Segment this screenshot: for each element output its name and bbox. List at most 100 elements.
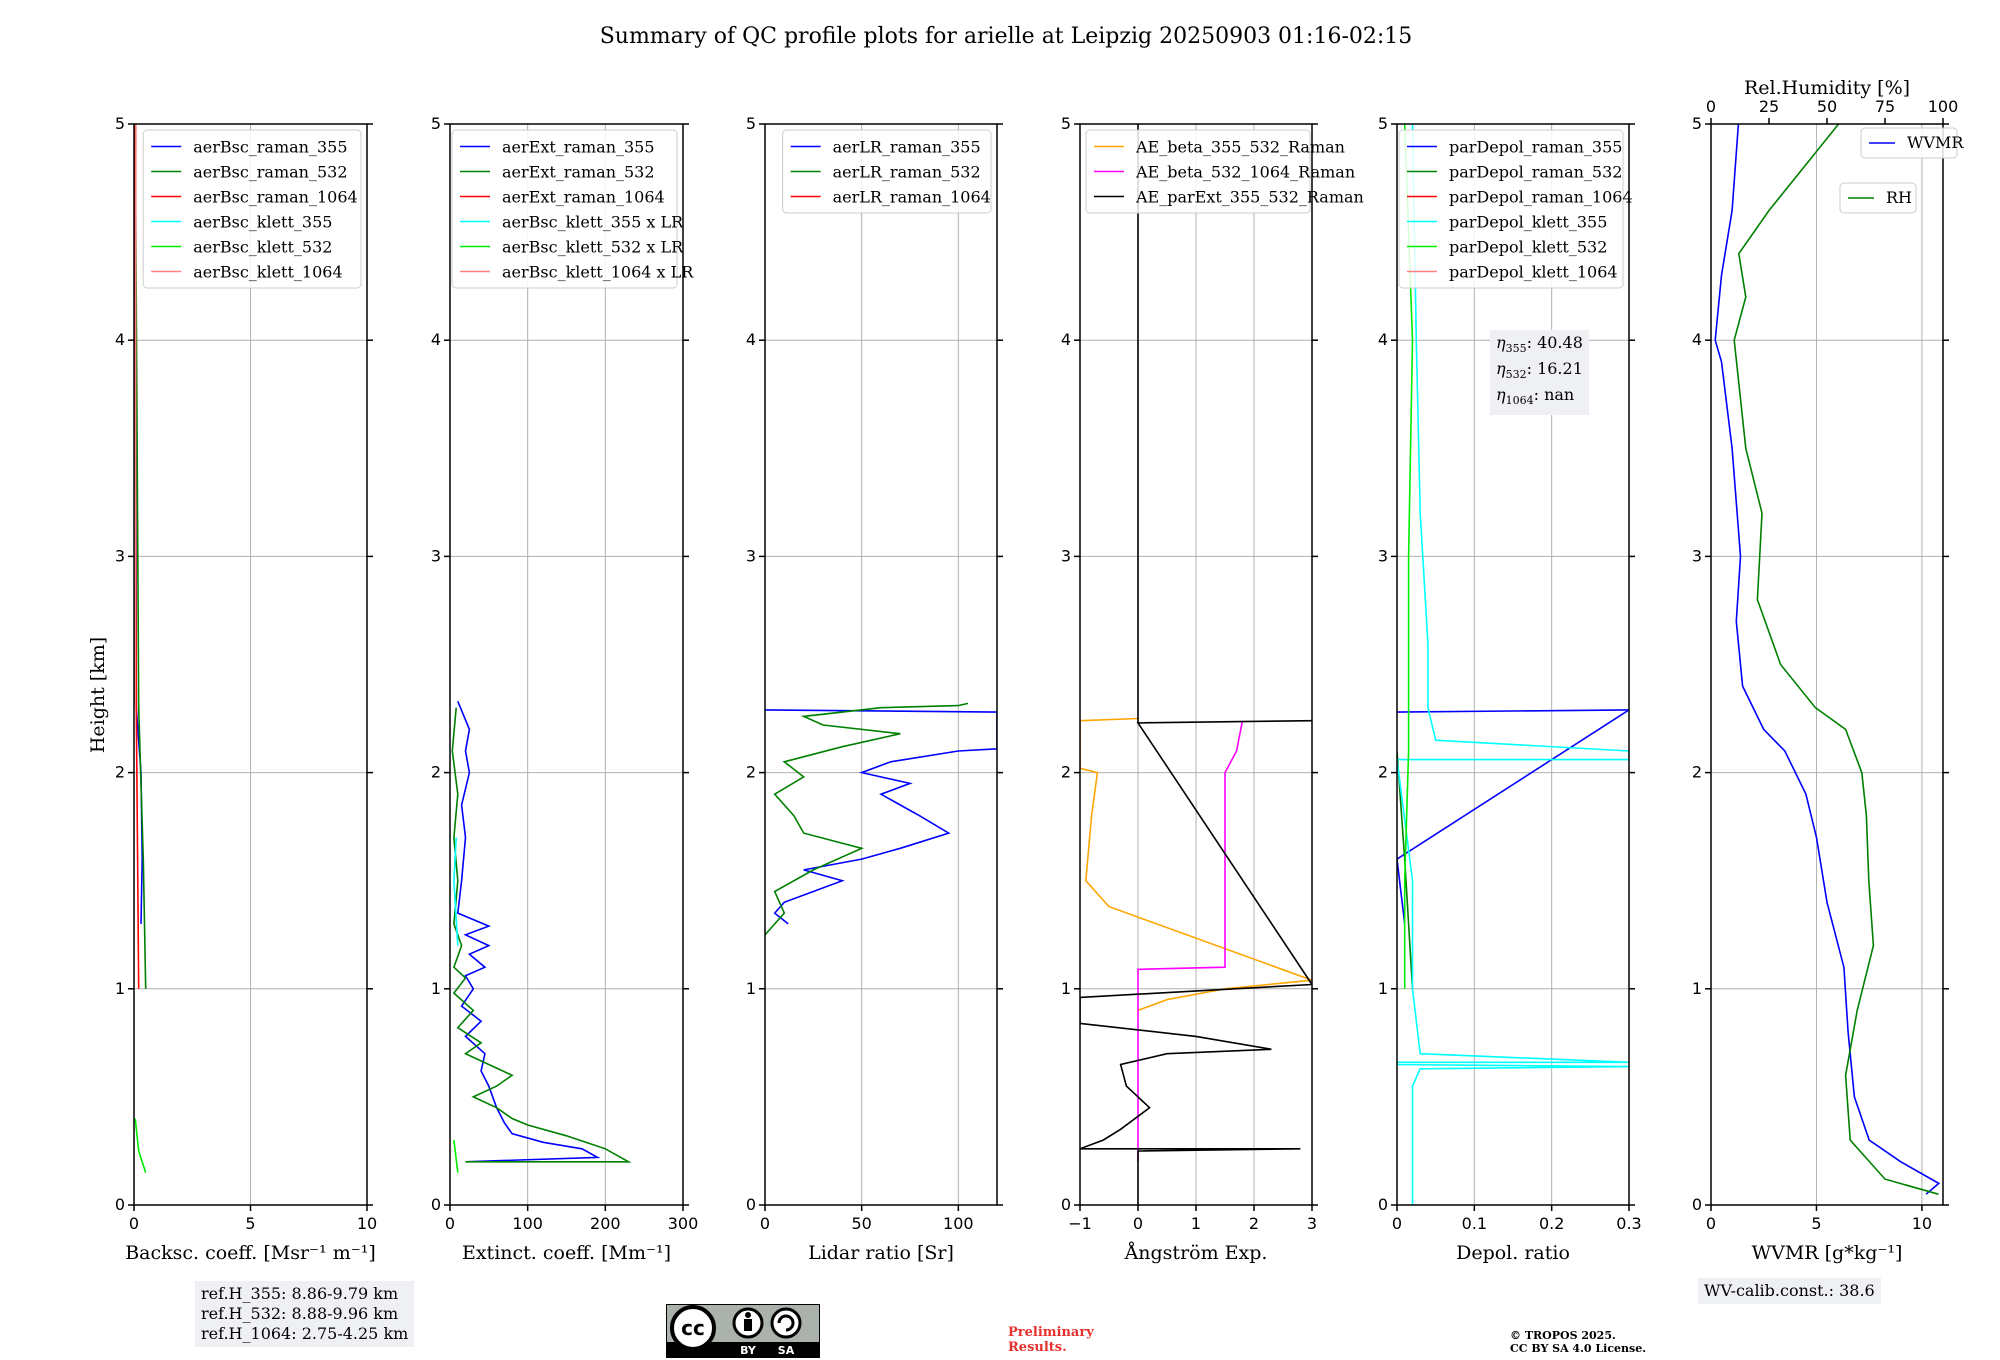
x-axis-label: Lidar ratio [Sr]	[808, 1242, 954, 1264]
y-tick-label: 1	[115, 979, 125, 998]
plot-frame	[1396, 123, 1630, 1206]
plot-frame	[449, 123, 684, 1206]
y-axis-label: Height [km]	[87, 637, 109, 753]
legend-label: parDepol_klett_355	[1449, 213, 1607, 232]
x-tick-label: 0	[129, 1214, 139, 1233]
x-tick-label: 1	[1191, 1214, 1201, 1233]
legend-label: aerExt_raman_532	[502, 163, 655, 182]
series-line-aerBsc-klett-532	[134, 1118, 147, 1173]
y-tick-label: 5	[1061, 114, 1071, 133]
x-tick-label: 100	[512, 1214, 543, 1233]
copyright-note: © TROPOS 2025. CC BY SA 4.0 License.	[1510, 1329, 1647, 1355]
series-line-AE-beta-532-1064-Raman	[1137, 720, 1244, 1162]
y-tick-label: 0	[746, 1195, 756, 1214]
x-tick-label: 100	[943, 1214, 974, 1233]
reference-height-box: ref.H_355: 8.86-9.79 km ref.H_532: 8.88-…	[195, 1281, 415, 1347]
y-tick-label: 5	[115, 114, 125, 133]
legend-label: aerBsc_raman_1064	[193, 188, 358, 207]
x-axis-label: Ångström Exp.	[1124, 1242, 1268, 1264]
series-line-aerLR-raman-355	[765, 709, 997, 925]
y-tick-label: 4	[1692, 330, 1702, 349]
series-line-aerBsc-klett-532-x-LR	[453, 1140, 459, 1173]
x-axis-label: Depol. ratio	[1456, 1242, 1570, 1264]
y-tick-label: 0	[1692, 1195, 1702, 1214]
series-line-parDepol-raman-355	[1397, 709, 1629, 924]
sa-icon	[770, 1307, 802, 1339]
y-tick-label: 2	[1692, 763, 1702, 782]
y-tick-label: 0	[115, 1195, 125, 1214]
x-tick-label: 200	[590, 1214, 621, 1233]
series-line-RH	[1733, 124, 1939, 1195]
legend-label: aerLR_raman_1064	[833, 188, 991, 207]
legend-label: WVMR	[1907, 133, 1964, 152]
legend-label: aerBsc_klett_532	[193, 238, 332, 257]
eta-355: η355: 40.48	[1496, 333, 1583, 356]
x-axis-label: WVMR [g*kg⁻¹]	[1752, 1242, 1903, 1264]
x-tick-label: 10	[357, 1214, 377, 1233]
y-tick-label: 4	[1378, 330, 1388, 349]
series-line-WVMR	[1714, 124, 1941, 1195]
series-line-aerBsc-raman-532	[134, 124, 147, 989]
y-tick-label: 3	[1378, 546, 1388, 565]
x-tick-label: 0.2	[1539, 1214, 1564, 1233]
cc-icon	[670, 1305, 716, 1351]
y-tick-label: 4	[431, 330, 441, 349]
x-tick-label: 0	[445, 1214, 455, 1233]
series-line-aerBsc-klett-1064	[134, 124, 137, 708]
y-tick-label: 3	[746, 546, 756, 565]
series-line-AE-parExt-355-532-Raman	[1080, 124, 1312, 1205]
eta-1064: η1064: nan	[1496, 385, 1575, 408]
y-tick-label: 5	[1378, 114, 1388, 133]
ref-height-532: ref.H_532: 8.88-9.96 km	[201, 1304, 399, 1323]
legend-label: aerBsc_raman_355	[193, 138, 347, 157]
series-line-aerExt-raman-355	[456, 700, 601, 1163]
svg-text:cc: cc	[681, 1316, 705, 1340]
x-tick-label: 5	[245, 1214, 255, 1233]
legend-label: AE_beta_532_1064_Raman	[1135, 163, 1355, 182]
x2-tick-label: 50	[1817, 97, 1837, 116]
preliminary-note: Preliminary Results.	[1008, 1325, 1094, 1355]
x-tick-label: 0	[1392, 1214, 1402, 1233]
panel-depol: 0 0.1 0.2 0.3 0 1 2 3 4 5 Depol. ratio parDepol_ram…	[1378, 114, 1642, 1264]
y-tick-label: 0	[431, 1195, 441, 1214]
x-tick-label: 2	[1249, 1214, 1259, 1233]
x-tick-label: 50	[851, 1214, 871, 1233]
y-tick-label: 0	[1061, 1195, 1071, 1214]
y-tick-label: 3	[115, 546, 125, 565]
legend-label: aerLR_raman_532	[833, 163, 981, 182]
legend-lr: aerLR_raman_355 aerLR_raman_532 aerLR_rama…	[782, 129, 992, 214]
legend-label: aerExt_raman_355	[502, 138, 655, 157]
x-axis-label: Backsc. coeff. [Msr⁻¹ m⁻¹]	[125, 1242, 376, 1264]
y-tick-label: 1	[431, 979, 441, 998]
x2-tick-label: 0	[1706, 97, 1716, 116]
legend-WVMR: WVMR	[1860, 127, 1964, 159]
legend-label: aerLR_raman_355	[833, 138, 981, 157]
y-tick-label: 4	[1061, 330, 1071, 349]
plot-frame	[764, 123, 998, 1206]
legend-bsc: aerBsc_raman_355 aerBsc_raman_532 aerBsc_r…	[142, 129, 362, 289]
series-line-parDepol-klett-532	[1403, 124, 1414, 989]
x-tick-label: 0.1	[1462, 1214, 1487, 1233]
series-line-aerExt-raman-532	[451, 707, 632, 1163]
x-tick-label: 0	[1706, 1214, 1716, 1233]
legend-label: AE_beta_355_532_Raman	[1135, 138, 1345, 157]
legend-ae: AE_beta_355_532_Raman AE_beta_532_1064_Ra…	[1085, 129, 1364, 214]
x-tick-label: 300	[668, 1214, 699, 1233]
series-line-aerLR-raman-532	[765, 702, 969, 936]
y-tick-label: 3	[1692, 546, 1702, 565]
legend-label: aerBsc_klett_1064	[193, 263, 342, 282]
x-tick-label: 10	[1912, 1214, 1932, 1233]
legend-label: parDepol_raman_1064	[1449, 188, 1633, 207]
legend-label: RH	[1886, 188, 1912, 207]
y-tick-label: 5	[431, 114, 441, 133]
y-tick-label: 1	[1692, 979, 1702, 998]
y-tick-label: 2	[1378, 763, 1388, 782]
legend-label: parDepol_klett_1064	[1449, 263, 1618, 282]
x-axis-label: Extinct. coeff. [Mm⁻¹]	[462, 1242, 671, 1264]
svg-text:BY: BY	[740, 1344, 757, 1357]
x-tick-label: 0.3	[1616, 1214, 1641, 1233]
x2-tick-label: 100	[1928, 97, 1959, 116]
x-tick-label: 5	[1811, 1214, 1821, 1233]
